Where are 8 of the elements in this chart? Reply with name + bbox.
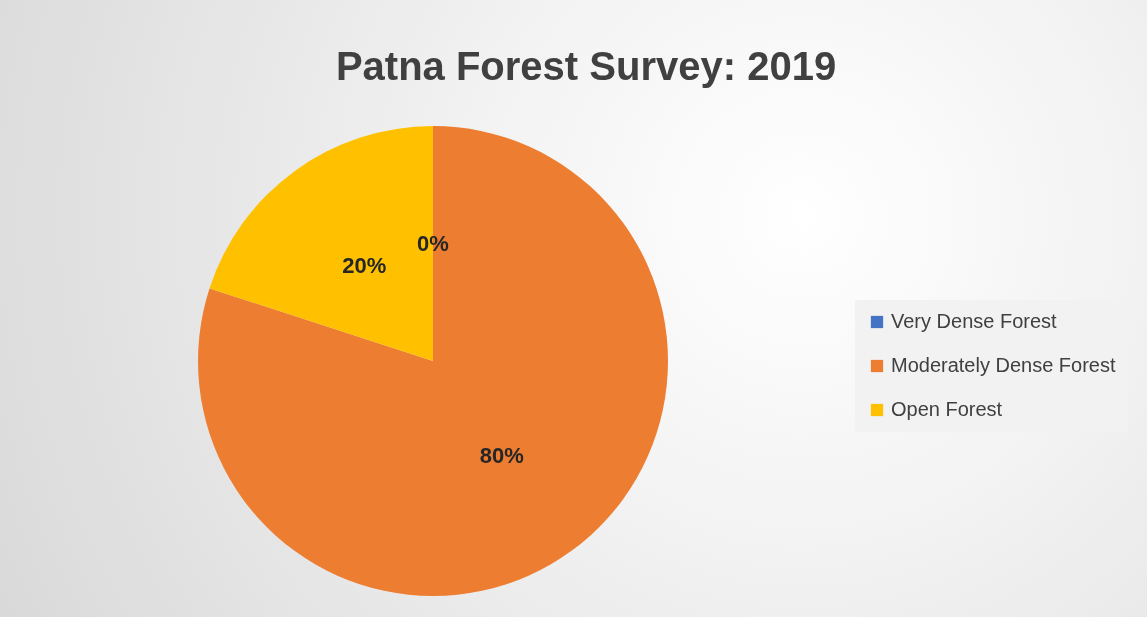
data-label: 20% [342,253,387,279]
legend-label: Moderately Dense Forest [891,354,1116,376]
legend-label: Open Forest [891,398,1003,420]
data-label: 80% [479,442,524,468]
text: 0% [417,231,449,256]
pie-slice [198,126,668,596]
chart-title: Patna Forest Survey: 2019 [335,44,837,88]
legend-label: Very Dense Forest [891,310,1058,332]
